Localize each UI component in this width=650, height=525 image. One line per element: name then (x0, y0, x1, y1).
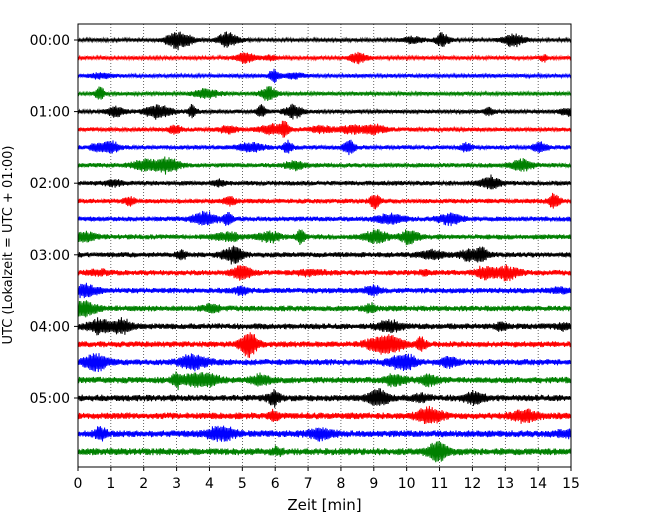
trace-0030 (77, 68, 572, 84)
y-tick-label-1: 01:00 (30, 105, 70, 121)
trace-0215 (77, 192, 572, 210)
trace-0545 (77, 440, 572, 463)
trace-0015 (77, 51, 572, 65)
y-tick-label-4: 04:00 (30, 319, 70, 335)
trace-0415 (77, 332, 572, 358)
x-tick-label-3: 3 (172, 476, 181, 492)
trace-0300 (77, 245, 572, 265)
x-tick-label-10: 10 (398, 476, 416, 492)
x-tick-label-0: 0 (74, 476, 83, 492)
x-tick-label-12: 12 (463, 476, 481, 492)
trace-0345 (77, 300, 572, 318)
y-tick-label-0: 00:00 (30, 33, 70, 49)
trace-0245 (77, 229, 572, 246)
x-tick-label-13: 13 (496, 476, 514, 492)
x-axis-title: Zeit [min] (287, 496, 361, 514)
trace-0230 (77, 210, 572, 227)
x-tick-label-5: 5 (238, 476, 247, 492)
trace-0000 (77, 31, 572, 51)
x-tick-label-9: 9 (369, 476, 378, 492)
trace-0500 (77, 388, 572, 408)
x-tick-label-14: 14 (529, 476, 547, 492)
trace-0430 (77, 353, 572, 372)
x-tick-label-11: 11 (431, 476, 449, 492)
y-tick-label-5: 05:00 (30, 391, 70, 407)
trace-0445 (77, 371, 572, 391)
trace-0145 (77, 156, 572, 175)
trace-0400 (77, 317, 572, 336)
trace-0200 (77, 174, 572, 190)
trace-0130 (77, 139, 572, 156)
x-tick-label-15: 15 (562, 476, 580, 492)
y-axis-ticks: 00:00 01:00 02:00 03:00 04:00 05:00 (30, 33, 78, 407)
trace-0515 (77, 405, 572, 425)
trace-0530 (77, 425, 572, 442)
x-axis-ticks: 0 1 2 3 4 5 6 7 8 9 10 11 12 13 14 15 (74, 467, 580, 492)
x-tick-label-1: 1 (106, 476, 115, 492)
trace-0045 (77, 86, 572, 102)
y-tick-label-3: 03:00 (30, 248, 70, 264)
x-tick-label-7: 7 (304, 476, 313, 492)
trace-0330 (77, 282, 572, 299)
x-tick-label-2: 2 (139, 476, 148, 492)
trace-0100 (77, 103, 572, 120)
plot-frame (77, 23, 572, 468)
trace-0115 (77, 120, 572, 138)
x-tick-label-8: 8 (336, 476, 345, 492)
y-axis-title: UTC (Lokalzeit = UTC + 01:00) (1, 146, 16, 345)
trace-0315 (77, 264, 572, 282)
trace-layer (77, 31, 572, 463)
x-tick-label-6: 6 (271, 476, 280, 492)
x-tick-label-4: 4 (205, 476, 214, 492)
y-tick-label-2: 02:00 (30, 176, 70, 192)
